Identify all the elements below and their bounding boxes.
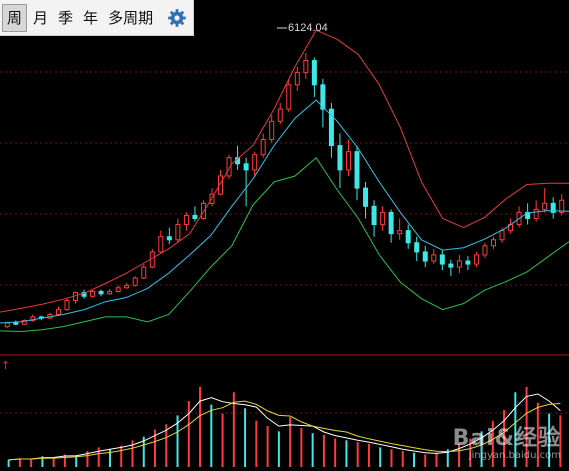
candle-body	[354, 151, 360, 189]
candle-body	[175, 224, 181, 241]
candle-body	[218, 175, 224, 195]
candle-body	[166, 236, 172, 241]
candle-body	[64, 300, 70, 311]
candle-body	[192, 214, 198, 219]
candle-body	[124, 284, 130, 289]
high-price-label: 6124.04	[288, 22, 328, 34]
volume-panel-marker: ↑	[1, 359, 10, 372]
candle-body	[431, 254, 437, 262]
candle-body	[380, 211, 386, 226]
candle-body	[55, 309, 61, 315]
volume-ma-white	[8, 393, 561, 461]
candle-body	[320, 84, 326, 110]
candle-body	[422, 251, 428, 262]
candle-body	[269, 120, 275, 141]
lower-band-line	[0, 156, 569, 333]
candle-body	[311, 60, 317, 86]
candle-body	[337, 145, 343, 171]
candle-body	[482, 245, 488, 256]
watermark: Bai&经验 jingyan.baidu.com	[453, 420, 561, 461]
multi-period-button[interactable]: 多周期	[108, 8, 154, 27]
candle-body	[371, 205, 377, 226]
candle-body	[345, 151, 351, 171]
candle-body	[363, 187, 369, 207]
candle-body	[132, 277, 138, 286]
candle-body	[183, 214, 189, 226]
candle-body	[21, 320, 27, 325]
candle-body	[465, 260, 471, 265]
candle-body	[226, 157, 232, 177]
candle-body	[533, 208, 539, 219]
candle-body	[294, 72, 300, 86]
candle-body	[388, 211, 394, 235]
candle-body	[158, 236, 164, 253]
candle-body	[439, 254, 445, 265]
candle-body	[542, 202, 548, 210]
candle-body	[98, 290, 104, 295]
high-annotation: 6124.04	[277, 22, 328, 34]
candle-body	[30, 316, 36, 322]
candle-body	[405, 230, 411, 244]
watermark-main: Bai&经验	[452, 426, 561, 451]
candle-body	[107, 290, 113, 295]
candle-body	[115, 287, 121, 292]
candle-body	[277, 108, 283, 122]
grid	[0, 71, 569, 414]
candle-body	[260, 139, 266, 156]
candle-body	[473, 254, 479, 265]
period-week-button[interactable]: 周	[2, 3, 28, 32]
candle-body	[303, 60, 309, 74]
candle-body	[286, 84, 292, 110]
upper-band-line	[0, 29, 569, 313]
gear-icon[interactable]	[167, 8, 187, 28]
candle-body	[490, 239, 496, 247]
candles	[4, 52, 565, 328]
period-year-button[interactable]: 年	[83, 8, 99, 27]
candle-body	[448, 263, 454, 268]
candle-body	[559, 199, 565, 213]
candle-body	[243, 163, 249, 171]
candle-body	[81, 292, 87, 297]
candle-body	[13, 322, 19, 325]
candle-body	[456, 260, 462, 268]
middle-line	[0, 99, 569, 324]
candle-body	[4, 322, 10, 328]
watermark-sub: jingyan.baidu.com	[468, 450, 561, 461]
period-toolbar: 周 月 季 年 多周期	[0, 0, 194, 36]
candle-body	[141, 266, 147, 279]
volume-ma-yellow	[8, 400, 561, 461]
period-quarter-button[interactable]: 季	[58, 8, 74, 27]
candle-body	[525, 211, 531, 219]
candle-body	[414, 242, 420, 253]
period-month-button[interactable]: 月	[33, 8, 49, 27]
candle-body	[252, 154, 258, 171]
candle-body	[397, 230, 403, 235]
candle-body	[550, 202, 556, 213]
candle-body	[499, 230, 505, 241]
candle-body	[328, 108, 334, 147]
candle-body	[90, 290, 96, 297]
volume-bars	[7, 386, 562, 467]
